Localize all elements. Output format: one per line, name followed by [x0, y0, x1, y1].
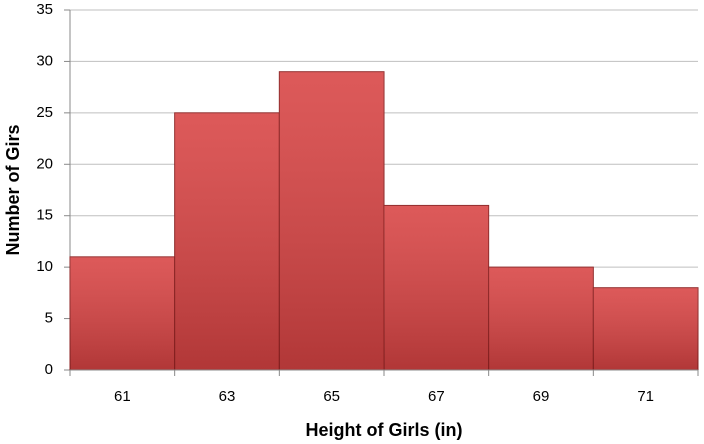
y-tick-label: 15 — [36, 207, 53, 224]
bar — [278, 71, 385, 371]
bar — [488, 266, 594, 371]
x-tick-label: 61 — [114, 388, 131, 405]
x-tick-label: 69 — [533, 388, 550, 405]
y-axis-title: Number of Girs — [3, 124, 23, 255]
y-tick-label: 20 — [36, 155, 53, 172]
x-tick-label: 71 — [637, 388, 654, 405]
bar — [592, 287, 699, 371]
y-tick-label: 10 — [36, 258, 53, 275]
y-tick-label: 25 — [36, 104, 53, 121]
y-tick-label: 35 — [36, 1, 53, 18]
x-tick-label: 63 — [219, 388, 236, 405]
x-tick-label: 65 — [323, 388, 340, 405]
x-axis-title: Height of Girls (in) — [306, 420, 463, 440]
bar — [383, 204, 490, 371]
y-tick-label: 30 — [36, 52, 53, 69]
bar — [69, 256, 176, 371]
y-tick-label: 5 — [45, 310, 53, 327]
x-tick-label: 67 — [428, 388, 445, 405]
bar — [174, 112, 280, 371]
y-tick-label: 0 — [45, 361, 53, 378]
